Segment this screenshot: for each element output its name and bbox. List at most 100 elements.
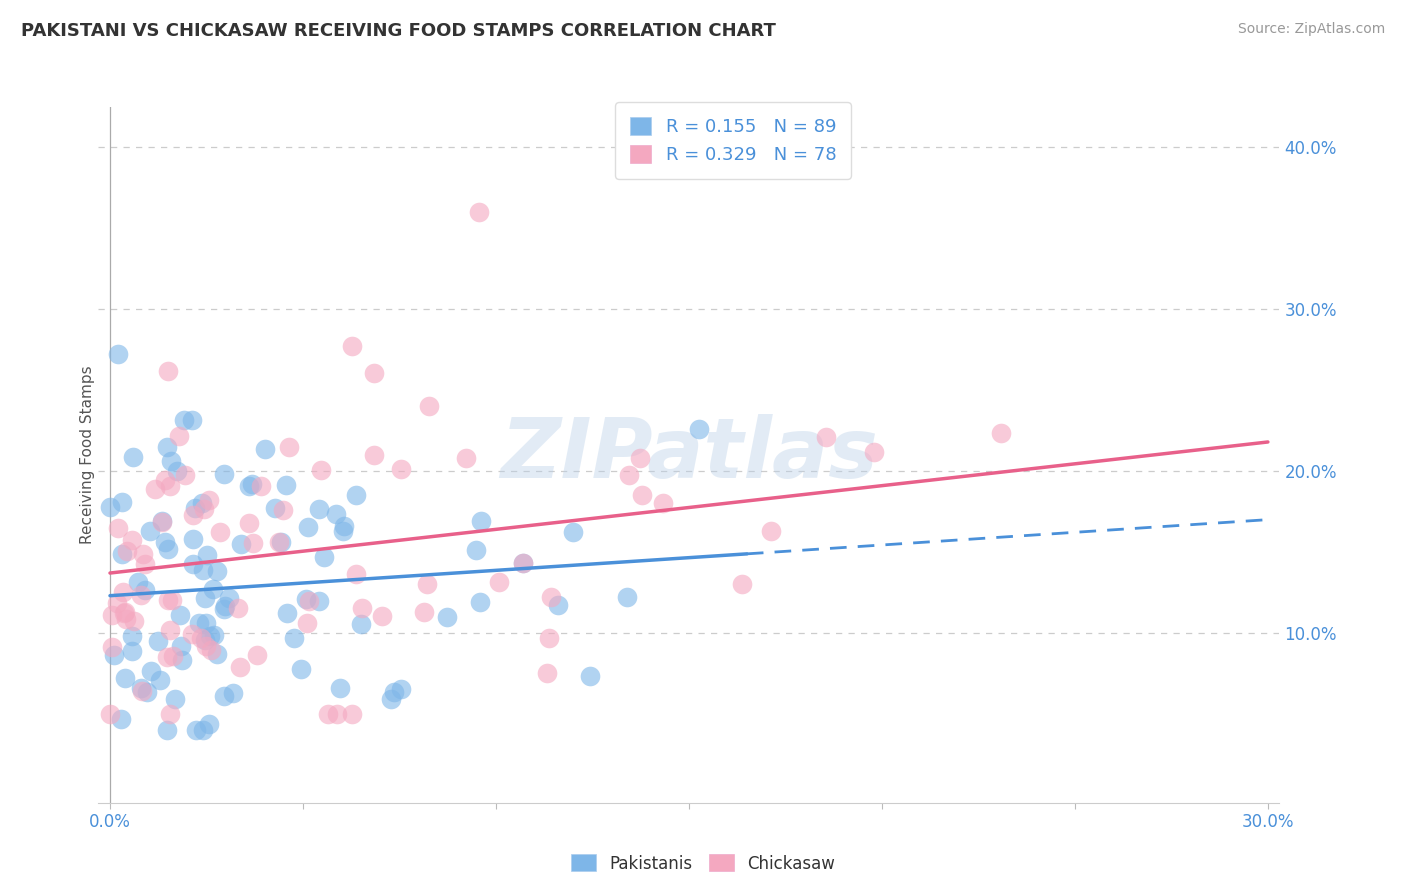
Point	[470, 595, 492, 609]
Point	[332, 524, 354, 538]
Point	[181, 532, 204, 546]
Point	[212, 602, 235, 616]
Point	[277, 440, 299, 454]
Point	[139, 524, 162, 538]
Point	[181, 508, 204, 522]
Point	[121, 450, 143, 464]
Y-axis label: Receiving Food Stamps: Receiving Food Stamps	[80, 366, 94, 544]
Point	[547, 599, 569, 613]
Point	[561, 524, 583, 539]
Point	[468, 205, 491, 219]
Point	[326, 706, 349, 721]
Point	[238, 516, 260, 531]
Point	[141, 664, 163, 678]
Point	[214, 599, 236, 613]
Point	[267, 534, 290, 549]
Point	[98, 706, 121, 721]
Point	[538, 632, 561, 646]
Point	[115, 544, 138, 558]
Point	[191, 723, 214, 737]
Point	[194, 591, 217, 605]
Point	[254, 442, 277, 457]
Point	[389, 681, 412, 696]
Point	[162, 648, 184, 663]
Point	[240, 476, 263, 491]
Point	[167, 429, 190, 443]
Point	[191, 495, 214, 509]
Point	[536, 665, 558, 680]
Point	[488, 575, 510, 590]
Point	[340, 706, 363, 721]
Point	[134, 557, 156, 571]
Point	[194, 632, 217, 647]
Point	[344, 488, 367, 502]
Point	[229, 660, 252, 674]
Point	[380, 691, 402, 706]
Point	[688, 422, 710, 436]
Point	[166, 464, 188, 478]
Point	[418, 399, 440, 413]
Point	[107, 346, 129, 360]
Point	[159, 706, 181, 721]
Point	[170, 653, 193, 667]
Point	[195, 615, 218, 630]
Point	[159, 454, 181, 468]
Point	[105, 596, 128, 610]
Point	[112, 606, 135, 620]
Point	[152, 515, 174, 529]
Point	[132, 547, 155, 561]
Point	[143, 482, 166, 496]
Point	[188, 616, 211, 631]
Point	[226, 601, 249, 615]
Point	[329, 681, 352, 695]
Point	[156, 650, 179, 665]
Point	[149, 673, 172, 687]
Point	[156, 592, 179, 607]
Point	[111, 495, 134, 509]
Point	[363, 448, 385, 462]
Point	[212, 467, 235, 481]
Point	[129, 588, 152, 602]
Point	[129, 681, 152, 696]
Point	[242, 536, 264, 550]
Point	[540, 591, 562, 605]
Point	[631, 488, 654, 502]
Point	[127, 574, 149, 589]
Point	[110, 712, 132, 726]
Point	[136, 684, 159, 698]
Point	[815, 430, 838, 444]
Point	[160, 592, 183, 607]
Point	[325, 507, 347, 521]
Point	[195, 549, 218, 563]
Point	[121, 643, 143, 657]
Point	[250, 479, 273, 493]
Legend: Pakistanis, Chickasaw: Pakistanis, Chickasaw	[564, 847, 842, 880]
Point	[990, 426, 1012, 441]
Point	[332, 519, 354, 533]
Point	[134, 583, 156, 598]
Point	[183, 500, 205, 515]
Point	[350, 617, 373, 632]
Point	[214, 690, 236, 704]
Point	[316, 706, 339, 721]
Point	[290, 662, 312, 676]
Point	[148, 634, 170, 648]
Point	[264, 500, 287, 515]
Point	[616, 590, 638, 604]
Point	[111, 584, 134, 599]
Point	[205, 564, 228, 578]
Point	[190, 631, 212, 645]
Point	[107, 521, 129, 535]
Point	[413, 605, 436, 619]
Point	[297, 519, 319, 533]
Point	[628, 451, 651, 466]
Legend: R = 0.155   N = 89, R = 0.329   N = 78: R = 0.155 N = 89, R = 0.329 N = 78	[616, 103, 851, 178]
Point	[862, 444, 884, 458]
Point	[198, 492, 221, 507]
Point	[271, 502, 294, 516]
Point	[309, 463, 332, 477]
Point	[180, 627, 202, 641]
Point	[181, 413, 204, 427]
Point	[156, 364, 179, 378]
Point	[308, 594, 330, 608]
